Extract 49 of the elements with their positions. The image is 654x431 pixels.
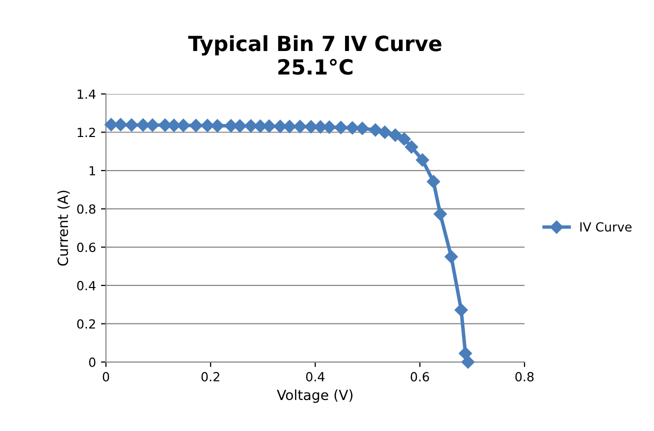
point — [293, 120, 307, 134]
point — [233, 119, 246, 133]
point — [124, 118, 138, 132]
point — [346, 121, 359, 134]
point — [368, 123, 382, 137]
point — [176, 118, 190, 132]
point — [356, 122, 369, 136]
point — [378, 126, 392, 139]
point — [167, 118, 181, 132]
point — [426, 175, 440, 188]
point — [334, 120, 348, 134]
y-tick-label: 1.2 — [78, 128, 95, 138]
x-tick-label: 0.8 — [515, 372, 534, 382]
x-axis-title: Voltage (V) — [276, 389, 352, 403]
point — [189, 118, 203, 132]
point — [454, 303, 468, 317]
y-tick-label: 0.2 — [77, 319, 95, 329]
point — [146, 118, 160, 132]
point — [404, 140, 418, 154]
x-tick-label: 0 — [102, 372, 110, 382]
point — [388, 128, 402, 142]
point — [304, 120, 318, 134]
point — [416, 153, 430, 167]
point — [322, 120, 336, 134]
point — [114, 118, 128, 132]
y-axis-title: Current (A) — [57, 190, 70, 266]
chart-title: Typical Bin 7 IV Curve 25.1°C — [188, 35, 442, 75]
point — [458, 346, 472, 360]
point — [262, 120, 276, 133]
legend-label: IV Curve — [580, 222, 632, 232]
y-tick-label: 0.8 — [77, 204, 96, 214]
point — [244, 119, 258, 133]
point — [434, 207, 447, 221]
x-tick-label: 0.4 — [306, 372, 324, 382]
point — [461, 355, 475, 369]
y-tick-label: 1 — [90, 166, 96, 176]
x-tick-label: 0.2 — [201, 372, 220, 382]
point — [200, 118, 214, 132]
point — [104, 118, 118, 132]
y-tick-label: 1.4 — [78, 90, 96, 99]
y-tick-label: 0.4 — [77, 280, 96, 290]
point — [444, 250, 458, 264]
y-tick-label: 0.6 — [77, 242, 96, 252]
point — [398, 132, 411, 146]
x-tick-label: 0.6 — [410, 372, 430, 382]
point — [283, 120, 296, 134]
point — [274, 120, 287, 133]
y-tick-label: 0 — [89, 358, 96, 367]
point — [210, 119, 224, 132]
